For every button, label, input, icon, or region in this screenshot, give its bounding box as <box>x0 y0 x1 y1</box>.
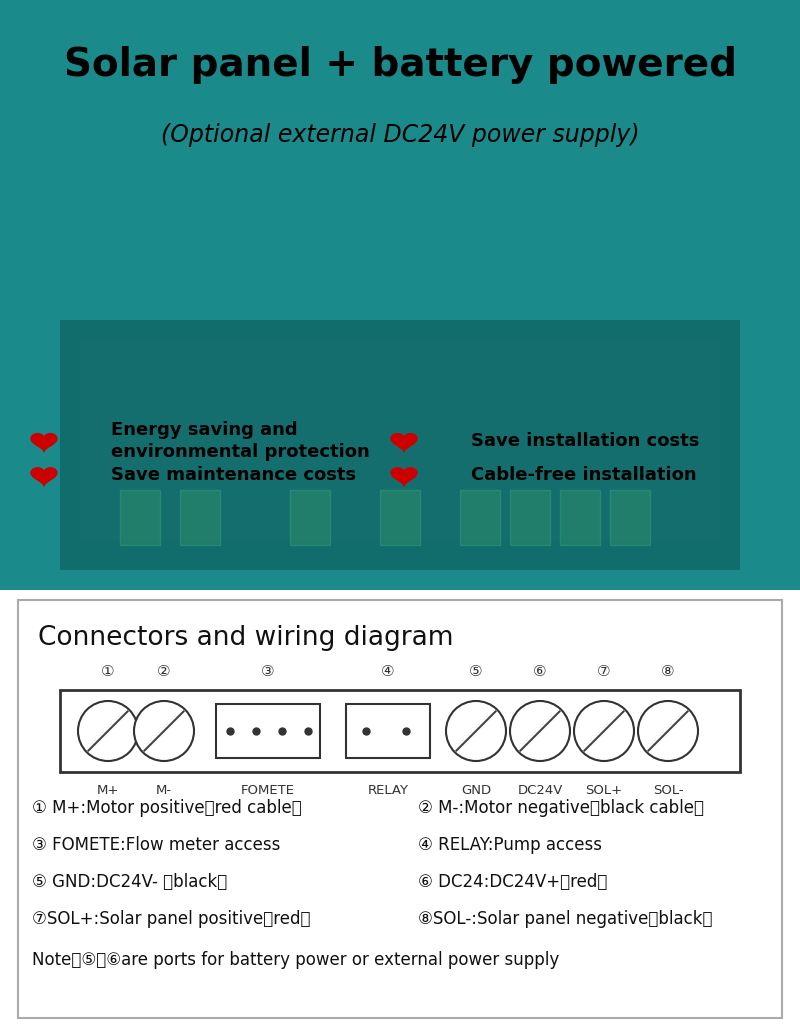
Text: ④ RELAY:Pump access: ④ RELAY:Pump access <box>418 836 602 854</box>
Text: ② M-:Motor negative（black cable）: ② M-:Motor negative（black cable） <box>418 799 704 817</box>
Bar <box>510 490 550 545</box>
Circle shape <box>78 701 138 761</box>
Text: Save installation costs: Save installation costs <box>471 432 699 450</box>
Polygon shape <box>391 434 417 452</box>
Bar <box>290 490 330 545</box>
Bar <box>180 490 220 545</box>
Text: Solar panel + battery powered: Solar panel + battery powered <box>63 46 737 84</box>
Text: Note：⑤、⑥are ports for battery power or external power supply: Note：⑤、⑥are ports for battery power or e… <box>32 951 559 969</box>
Text: ⑤ GND:DC24V- （black）: ⑤ GND:DC24V- （black） <box>32 873 227 891</box>
Bar <box>380 490 420 545</box>
Circle shape <box>638 701 698 761</box>
Bar <box>120 490 160 545</box>
Text: ③: ③ <box>261 665 275 679</box>
Circle shape <box>510 701 570 761</box>
Text: Connectors and wiring diagram: Connectors and wiring diagram <box>38 625 454 651</box>
Text: ③ FOMETE:Flow meter access: ③ FOMETE:Flow meter access <box>32 836 280 854</box>
Text: M+: M+ <box>97 784 119 797</box>
Text: GND: GND <box>461 784 491 797</box>
Text: SOL-: SOL- <box>653 784 683 797</box>
Text: ⑧: ⑧ <box>661 665 675 679</box>
Text: ① M+:Motor positive（red cable）: ① M+:Motor positive（red cable） <box>32 799 302 817</box>
Text: ⑦: ⑦ <box>597 665 611 679</box>
Text: ⑥: ⑥ <box>533 665 547 679</box>
Circle shape <box>446 701 506 761</box>
Text: RELAY: RELAY <box>367 784 409 797</box>
Bar <box>610 490 650 545</box>
Polygon shape <box>31 468 57 486</box>
Polygon shape <box>31 434 57 452</box>
Circle shape <box>574 701 634 761</box>
Bar <box>18 600 782 1018</box>
Text: (Optional external DC24V power supply): (Optional external DC24V power supply) <box>161 123 639 147</box>
Text: ⑦SOL+:Solar panel positive（red）: ⑦SOL+:Solar panel positive（red） <box>32 910 310 928</box>
Bar <box>60 690 740 772</box>
Bar <box>80 340 720 540</box>
Text: ⑧SOL-:Solar panel negative（black）: ⑧SOL-:Solar panel negative（black） <box>418 910 713 928</box>
Bar <box>60 320 740 570</box>
Text: Energy saving and
environmental protection: Energy saving and environmental protecti… <box>111 421 370 461</box>
Text: Save maintenance costs: Save maintenance costs <box>111 466 356 485</box>
Text: SOL+: SOL+ <box>586 784 622 797</box>
Bar <box>560 490 600 545</box>
Circle shape <box>134 701 194 761</box>
Text: Cable-free installation: Cable-free installation <box>471 466 697 485</box>
Text: ⑥ DC24:DC24V+（red）: ⑥ DC24:DC24V+（red） <box>418 873 607 891</box>
Text: M-: M- <box>156 784 172 797</box>
Bar <box>0 0 800 600</box>
Bar <box>346 704 430 758</box>
Text: ②: ② <box>157 665 171 679</box>
Text: DC24V: DC24V <box>518 784 562 797</box>
Text: ①: ① <box>101 665 115 679</box>
Bar <box>0 590 800 1031</box>
Bar <box>216 704 320 758</box>
Polygon shape <box>391 468 417 486</box>
Bar <box>460 490 500 545</box>
Text: ④: ④ <box>381 665 395 679</box>
Text: ⑤: ⑤ <box>469 665 483 679</box>
Text: FOMETE: FOMETE <box>241 784 295 797</box>
